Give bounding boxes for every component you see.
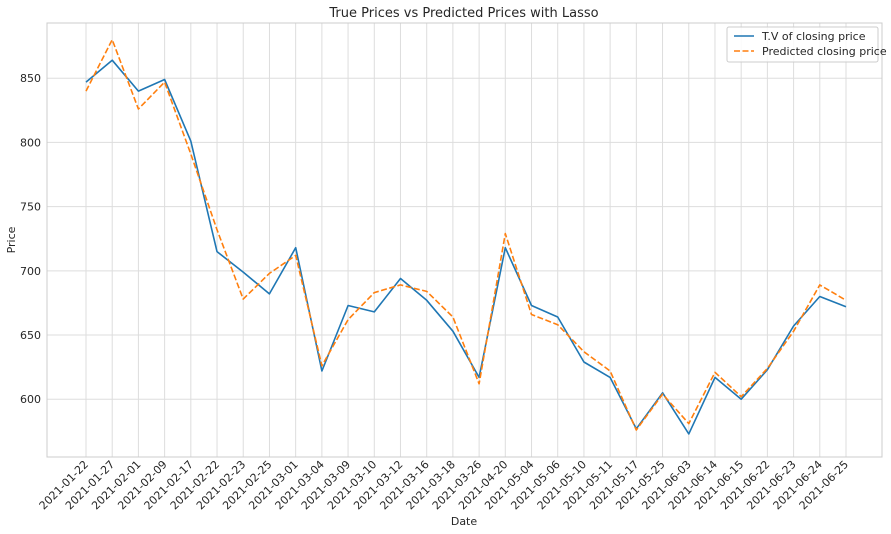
y-axis-title: Price xyxy=(5,226,18,253)
legend-label-predicted: Predicted closing price xyxy=(762,45,887,58)
series-layer xyxy=(85,38,847,435)
plot-area xyxy=(46,22,883,458)
y-tick-label: 650 xyxy=(20,329,41,342)
grid xyxy=(47,23,882,457)
series-line-predicted-closing-price xyxy=(85,38,847,431)
legend-box xyxy=(726,26,879,63)
y-tick-label: 750 xyxy=(20,201,41,214)
y-tick-label: 600 xyxy=(20,393,41,406)
x-axis-ticks: 2021-01-222021-01-272021-02-012021-02-09… xyxy=(37,458,851,512)
chart-title: True Prices vs Predicted Prices with Las… xyxy=(328,6,598,21)
y-tick-label: 700 xyxy=(20,265,41,278)
legend-label-true: T.V of closing price xyxy=(761,30,866,43)
y-axis-ticks: 600 650 700 750 800 850 xyxy=(20,72,41,406)
x-axis-title: Date xyxy=(451,515,478,528)
y-tick-label: 850 xyxy=(20,72,41,85)
y-tick-label: 800 xyxy=(20,136,41,149)
legend: T.V of closing price Predicted closing p… xyxy=(726,26,887,63)
series-line-true-closing-price xyxy=(85,59,847,435)
